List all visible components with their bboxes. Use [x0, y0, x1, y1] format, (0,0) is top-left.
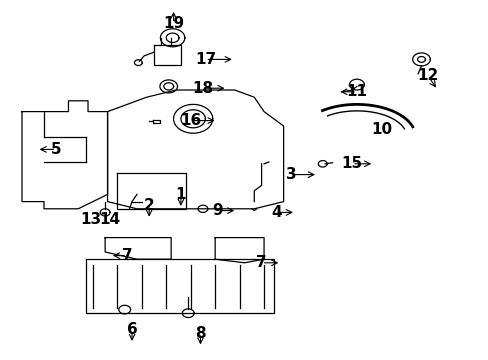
Text: 10: 10	[370, 122, 391, 137]
Text: 7: 7	[256, 255, 266, 270]
Text: 13: 13	[80, 212, 101, 227]
Text: 1: 1	[175, 187, 186, 202]
Text: 7: 7	[122, 248, 132, 263]
Text: 2: 2	[143, 198, 154, 213]
Text: 12: 12	[416, 68, 438, 83]
Text: 8: 8	[195, 325, 205, 341]
Text: 4: 4	[270, 205, 281, 220]
Text: 19: 19	[163, 16, 184, 31]
Text: 6: 6	[126, 322, 137, 337]
Text: 18: 18	[192, 81, 213, 96]
Text: 11: 11	[346, 84, 366, 99]
Text: 16: 16	[180, 113, 201, 128]
Text: 17: 17	[194, 52, 216, 67]
Text: 14: 14	[99, 212, 121, 227]
Text: 5: 5	[51, 142, 61, 157]
Text: 3: 3	[285, 167, 296, 182]
Text: 9: 9	[212, 203, 223, 218]
Text: 15: 15	[341, 156, 362, 171]
